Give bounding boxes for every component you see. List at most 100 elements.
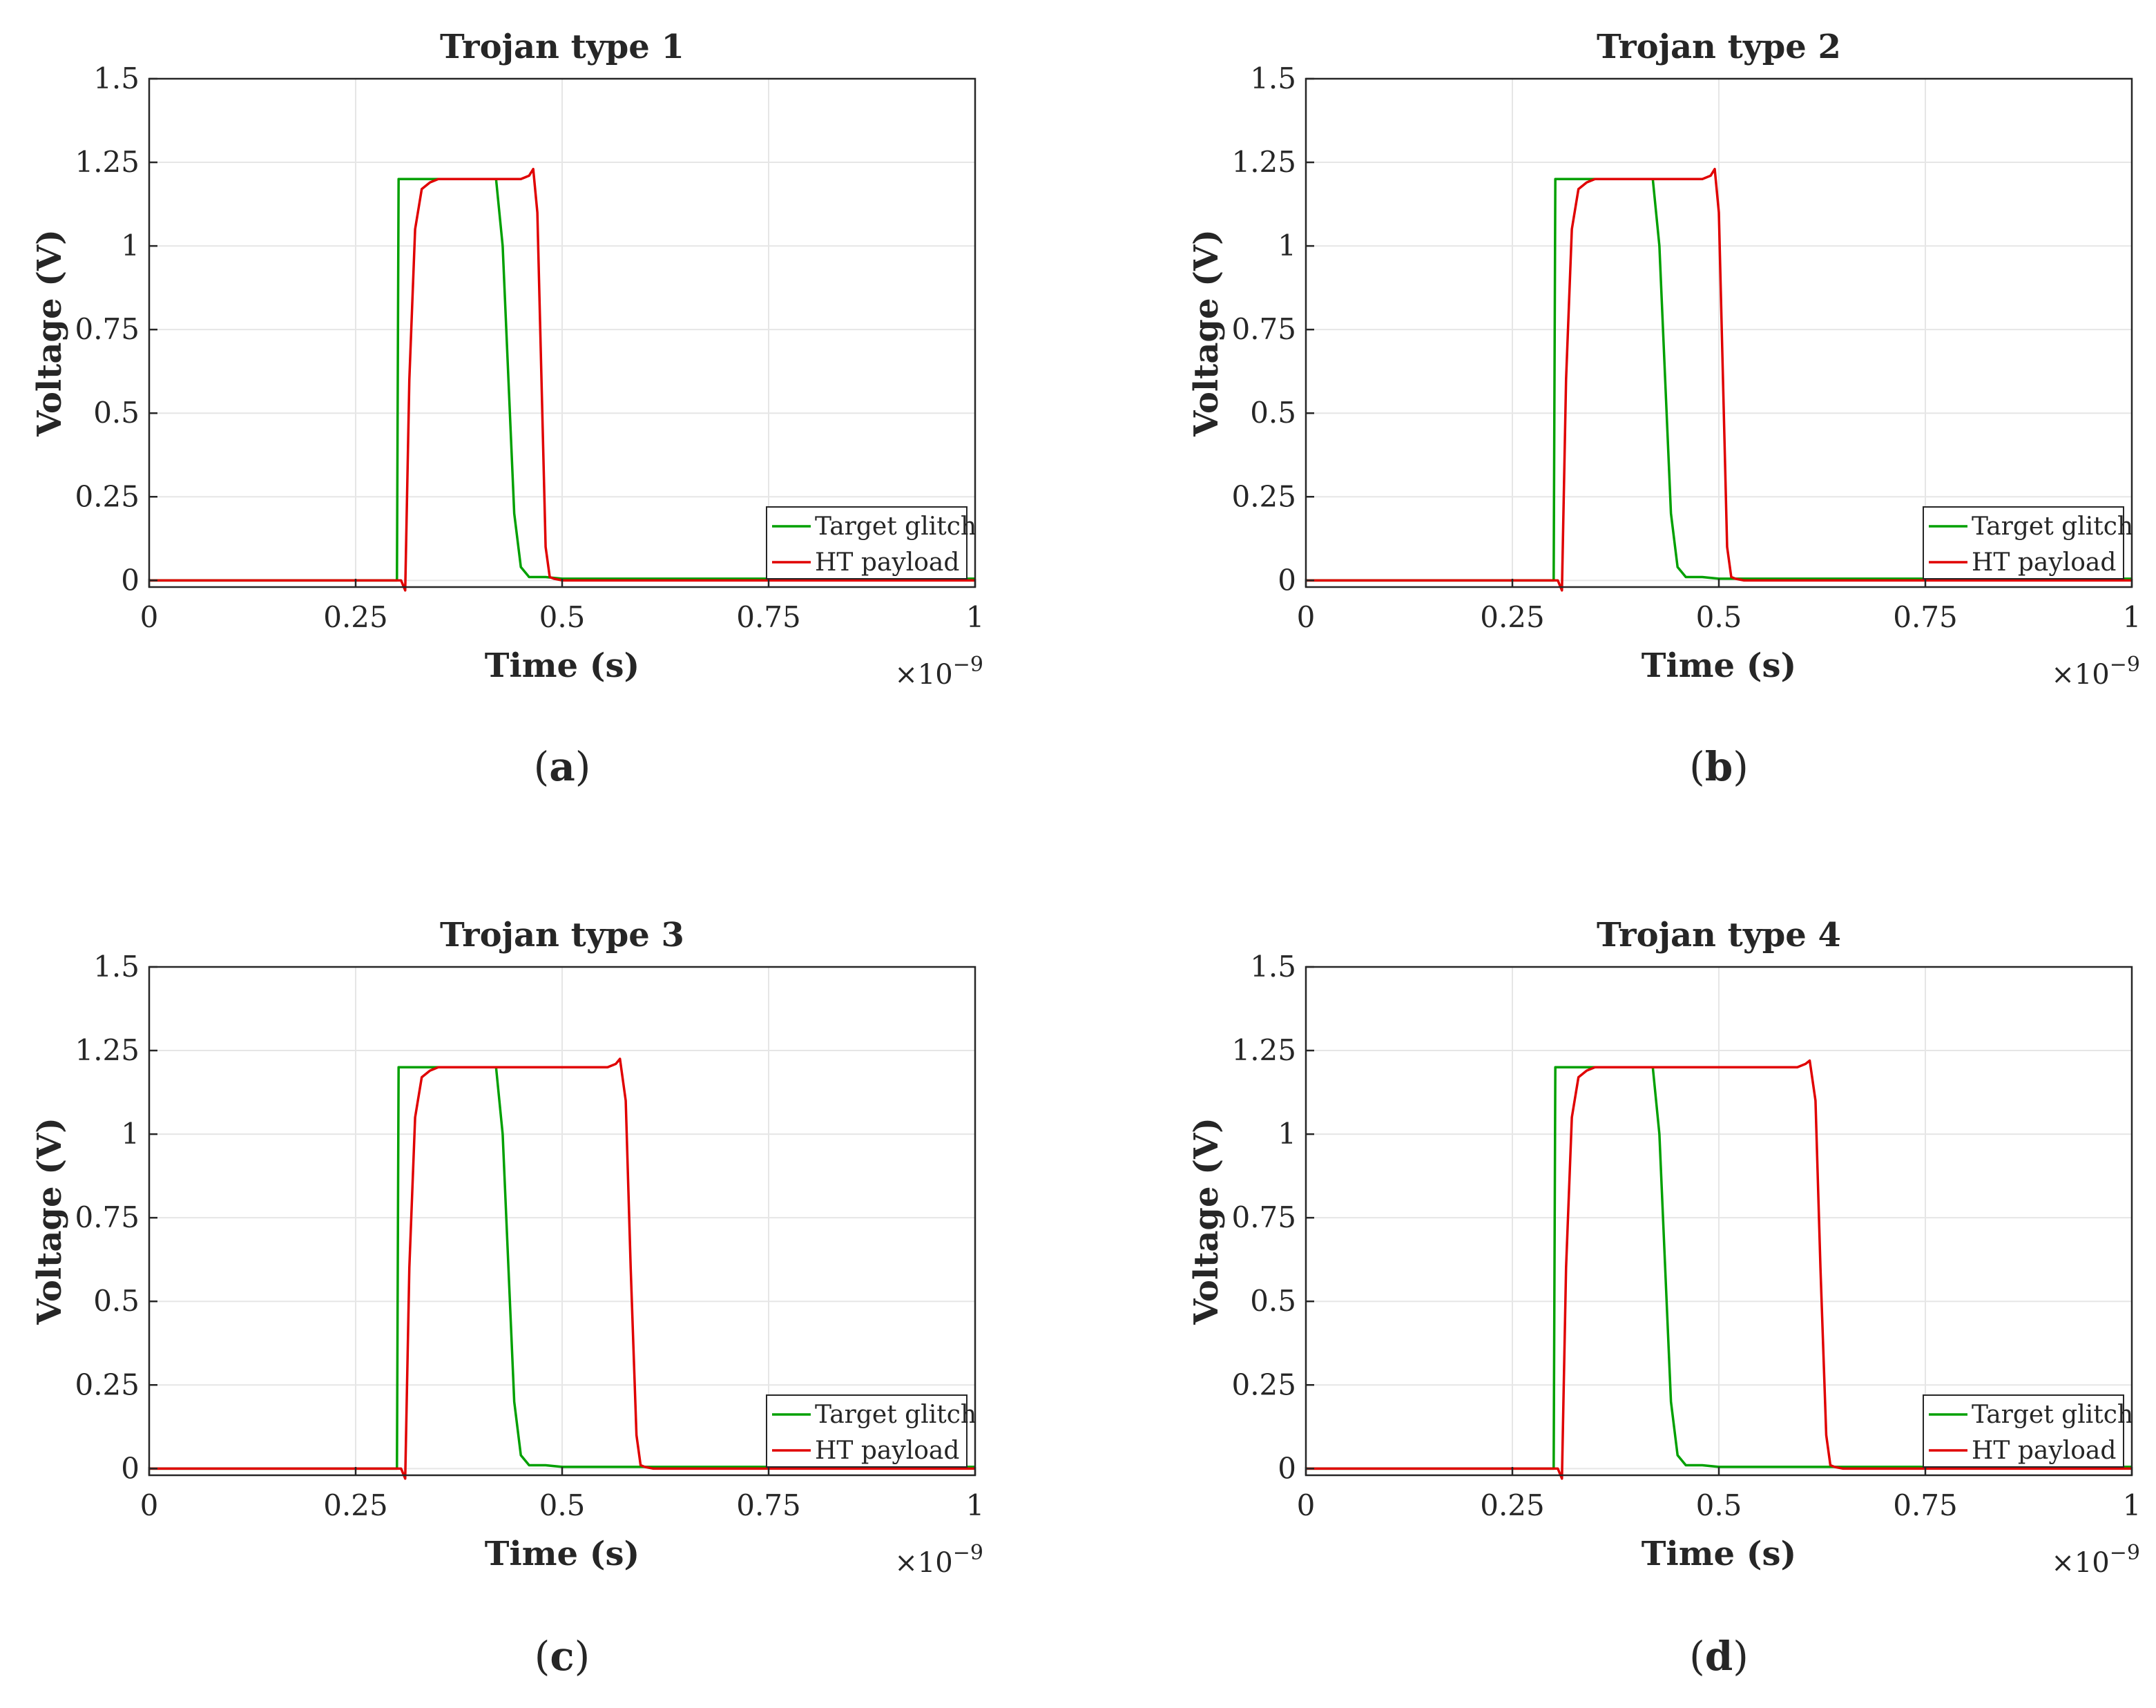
caption-letter: b	[1705, 743, 1733, 790]
y-axis-label: Voltage (V)	[1187, 229, 1226, 437]
caption-close-paren: )	[575, 743, 591, 790]
legend-label-ht-payload: HT payload	[1972, 548, 2116, 577]
x-multiplier-exponent: −9	[2110, 1541, 2140, 1565]
x-multiplier-base: ×10	[2051, 659, 2109, 691]
y-tick-label: 0.5	[93, 396, 139, 430]
legend-box	[1923, 506, 2124, 579]
x-tick-label: 0	[1297, 600, 1316, 634]
series-line-target-glitch	[149, 177, 975, 582]
y-tick-label: 0	[1278, 1451, 1296, 1485]
caption-close-paren: )	[575, 1633, 590, 1680]
series-line-ht-payload	[1306, 167, 2132, 592]
chart-title: Trojan type 3	[440, 916, 684, 954]
chart-title: Trojan type 2	[1597, 28, 1841, 66]
y-tick-label: 0	[1278, 563, 1296, 597]
caption-close-paren: )	[1733, 743, 1749, 790]
x-tick-label: 1	[966, 1488, 985, 1522]
legend: Target glitch HT payload	[1923, 1394, 2133, 1468]
legend-label-target-glitch: Target glitch	[1972, 512, 2133, 541]
x-tick-label: 0	[140, 600, 159, 634]
caption-letter: a	[549, 743, 575, 790]
series-line-target-glitch	[1306, 177, 2132, 582]
y-axis-label: Voltage (V)	[1187, 1117, 1226, 1325]
legend-label-ht-payload: HT payload	[1972, 1437, 2116, 1465]
caption-letter: c	[550, 1633, 574, 1680]
legend-label-target-glitch: Target glitch	[815, 1401, 976, 1429]
caption-close-paren: )	[1733, 1633, 1749, 1680]
x-tick-label: 0.5	[1696, 600, 1742, 634]
x-tick-label: 1	[2123, 600, 2141, 634]
y-tick-label: 1.25	[1231, 145, 1296, 179]
legend-box	[766, 506, 968, 579]
x-multiplier-exponent: −9	[953, 1541, 983, 1565]
series-line-ht-payload	[149, 167, 975, 592]
x-multiplier-label: ×10−9	[894, 1541, 983, 1579]
x-tick-label: 0	[1297, 1488, 1316, 1522]
caption-letter: d	[1705, 1633, 1733, 1680]
x-tick-label: 0.75	[1893, 1488, 1958, 1522]
subplot-caption: (b)	[1689, 743, 1749, 790]
chart-title: Trojan type 1	[440, 28, 684, 66]
x-tick-label: 0.5	[539, 600, 586, 634]
x-multiplier-base: ×10	[894, 659, 952, 691]
x-tick-label: 1	[2123, 1488, 2141, 1522]
y-tick-label: 1.5	[93, 950, 139, 983]
caption-open-paren: (	[534, 743, 550, 790]
x-tick-label: 1	[966, 600, 985, 634]
subplot-caption: (d)	[1689, 1633, 1749, 1680]
y-tick-label: 1.5	[1250, 61, 1296, 95]
x-tick-label: 0.25	[323, 600, 388, 634]
x-tick-label: 0.5	[539, 1488, 586, 1522]
x-multiplier-label: ×10−9	[2051, 1541, 2140, 1579]
y-tick-label: 1	[1278, 1117, 1296, 1151]
y-tick-label: 0	[121, 1451, 139, 1485]
y-tick-label: 1.5	[93, 61, 139, 95]
x-axis-label: Time (s)	[485, 646, 639, 685]
caption-open-paren: (	[1689, 1633, 1705, 1680]
y-tick-label: 0.5	[1250, 1284, 1296, 1318]
x-tick-label: 0.25	[1480, 600, 1545, 634]
y-tick-label: 0	[121, 563, 139, 597]
y-tick-label: 1.25	[75, 145, 139, 179]
x-tick-label: 0.75	[1893, 600, 1958, 634]
subplot-b: 0 0.25 0.5 0.75 1 0 0.25 0.5 0.75 1 1.25 1.5 ×10−9 Tr…	[1187, 28, 2141, 790]
x-tick-label: 0.75	[736, 1488, 801, 1522]
x-multiplier-exponent: −9	[2110, 653, 2140, 677]
chart-title: Trojan type 4	[1597, 916, 1841, 954]
x-tick-label: 0	[140, 1488, 159, 1522]
x-multiplier-base: ×10	[894, 1547, 952, 1579]
y-tick-label: 1	[1278, 229, 1296, 262]
legend-box	[766, 1394, 968, 1468]
y-tick-label: 0.75	[1231, 1200, 1296, 1234]
y-tick-label: 0.25	[1231, 479, 1296, 513]
y-tick-label: 1	[121, 229, 139, 262]
x-multiplier-exponent: −9	[953, 653, 983, 677]
y-tick-label: 0.5	[1250, 396, 1296, 430]
subplot-caption: (c)	[535, 1633, 590, 1680]
x-multiplier-label: ×10−9	[2051, 653, 2140, 691]
subplot-a: 0 0.25 0.5 0.75 1 0 0.25 0.5 0.75 1 1.25 1.5 ×10−9 Tr…	[30, 28, 984, 790]
legend-label-target-glitch: Target glitch	[815, 512, 976, 541]
caption-open-paren: (	[1689, 743, 1705, 790]
legend-label-target-glitch: Target glitch	[1972, 1401, 2133, 1429]
subplot-d: 0 0.25 0.5 0.75 1 0 0.25 0.5 0.75 1 1.25 1.5 ×10−9 Tr…	[1187, 916, 2141, 1680]
y-axis-label: Voltage (V)	[30, 1117, 69, 1325]
x-tick-label: 0.25	[323, 1488, 388, 1522]
y-tick-label: 0.75	[75, 312, 139, 346]
legend-box	[1923, 1394, 2124, 1468]
legend-label-ht-payload: HT payload	[815, 548, 959, 577]
y-tick-label: 0.75	[1231, 312, 1296, 346]
x-axis-label: Time (s)	[1642, 646, 1796, 685]
y-tick-label: 0.25	[75, 1368, 139, 1401]
x-tick-label: 0.75	[736, 600, 801, 634]
legend: Target glitch HT payload	[1923, 506, 2133, 579]
y-tick-label: 1.25	[75, 1033, 139, 1067]
y-tick-label: 1.5	[1250, 950, 1296, 983]
x-axis-label: Time (s)	[485, 1535, 639, 1573]
x-tick-label: 0.5	[1696, 1488, 1742, 1522]
y-axis-label: Voltage (V)	[30, 229, 69, 437]
legend-label-ht-payload: HT payload	[815, 1437, 959, 1465]
legend: Target glitch HT payload	[766, 506, 976, 579]
subplot-c: 0 0.25 0.5 0.75 1 0 0.25 0.5 0.75 1 1.25 1.5 ×10−9 Tr…	[30, 916, 984, 1680]
